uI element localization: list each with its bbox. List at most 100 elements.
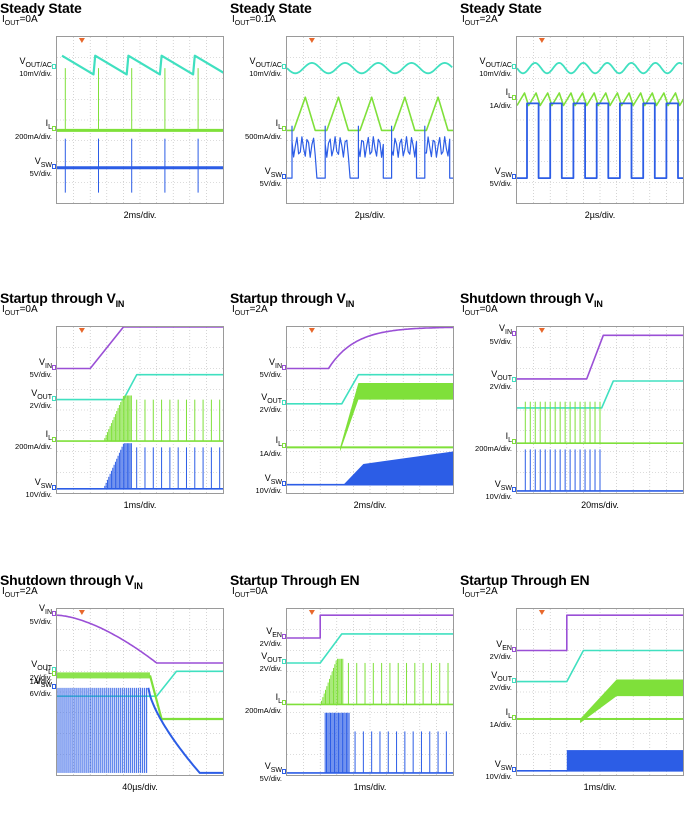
scope-screen	[286, 608, 454, 776]
trace-subscript: L	[48, 434, 52, 442]
condition-symbol: I	[232, 304, 235, 315]
vout-trace	[57, 373, 223, 401]
trace-ground-marker	[512, 95, 516, 101]
trace-name: VOUT	[460, 670, 512, 684]
trace-ground-marker	[512, 174, 516, 180]
trace-ground-marker	[52, 671, 56, 677]
trace-symbol: I	[275, 435, 279, 446]
trace-label: IL 500mA/div.	[230, 119, 282, 141]
trace-scale: 1A/div.	[259, 448, 282, 458]
scope-plot	[57, 327, 223, 493]
trace-scale: 200mA/div.	[15, 442, 52, 452]
trace-label: IL 200mA/div.	[230, 693, 282, 715]
trace-label: VOUT 2V/div.	[230, 392, 282, 415]
trace-subscript: OUT/AC	[25, 61, 52, 69]
trace-symbol: V	[494, 166, 501, 177]
panel-title: Shutdown through VIN	[0, 572, 143, 591]
trace-symbol: I	[45, 429, 49, 440]
condition-symbol: I	[462, 304, 465, 315]
trace-ground-marker	[512, 376, 516, 382]
vout-trace	[517, 380, 683, 409]
vsw-trace	[517, 102, 683, 180]
trace-label: VEN 2V/div.	[460, 639, 512, 662]
vout-trace	[287, 633, 453, 664]
trace-label: VOUT 2V/div.	[460, 369, 512, 392]
trace-scale: 6V/div.	[29, 689, 52, 699]
condition-subscript: OUT	[464, 592, 480, 599]
trace-subscript: SW	[270, 766, 282, 774]
vin-trace	[57, 327, 223, 370]
trace-name: IL	[0, 119, 52, 132]
trace-scale: 2V/div.	[489, 651, 512, 661]
trace-name: VEN	[230, 627, 282, 640]
trigger-marker	[308, 328, 315, 333]
load-condition: IOUT=0A	[2, 14, 38, 27]
panel-title: Startup through VIN	[0, 290, 124, 309]
trace-symbol: I	[505, 706, 509, 717]
trace-subscript: OUT	[497, 675, 512, 683]
trace-name: IL	[0, 664, 52, 677]
trace-name: VIN	[0, 357, 52, 371]
trace-scale: 2V/div.	[259, 664, 282, 674]
scope-panel: Startup through VIN IOUT=0A VIN 5V/div. VOUT…	[0, 290, 230, 540]
trace-label: VOUT 2V/div.	[0, 388, 52, 411]
scope-panel: Shutdown through VIN IOUT=2A VIN 5V/div. VOU…	[0, 572, 230, 822]
trace-scale: 5V/div.	[29, 169, 52, 179]
condition-value: =0A	[249, 586, 268, 597]
trace-name: VSW	[460, 759, 512, 773]
trace-subscript: EN	[272, 631, 282, 639]
condition-subscript: OUT	[464, 20, 480, 27]
trace-subscript: SW	[270, 171, 282, 179]
scope-screen	[286, 326, 454, 494]
trace-label: VSW 10V/div.	[230, 472, 282, 496]
trace-subscript: OUT/AC	[255, 61, 282, 69]
trace-scale: 10mV/div.	[479, 69, 512, 79]
panel-title: Startup through VIN	[230, 290, 354, 309]
condition-subscript: OUT	[234, 20, 250, 27]
panel-title-text: Steady State	[230, 0, 312, 16]
trace-subscript: OUT	[267, 397, 282, 405]
trace-name: VOUT	[460, 369, 512, 383]
il-ramp-band	[340, 383, 453, 452]
trace-scale: 10V/div.	[25, 490, 52, 500]
vsw-trace	[287, 125, 453, 179]
trace-scale: 1A/div.	[29, 676, 52, 686]
condition-value: =2A	[249, 304, 268, 315]
trace-scale: 5V/div.	[29, 369, 52, 379]
load-condition: IOUT=2A	[232, 304, 268, 317]
scope-panel: Steady State IOUT=0.1A VOUT/AC 10mV/div. IL 5…	[230, 0, 460, 250]
timebase-label: 2µs/div.	[584, 210, 616, 220]
trace-ground-marker	[282, 364, 286, 370]
condition-subscript: OUT	[464, 310, 480, 317]
load-condition: IOUT=2A	[462, 586, 498, 599]
trigger-marker	[78, 38, 85, 43]
trace-subscript: L	[278, 441, 282, 449]
trace-scale: 10V/div.	[255, 485, 282, 495]
trace-label: VEN 2V/div.	[230, 627, 282, 649]
trace-ground-marker	[52, 395, 56, 401]
trace-subscript: OUT	[267, 656, 282, 664]
scope-screen	[516, 36, 684, 204]
trace-symbol: V	[34, 155, 41, 166]
trigger-marker	[538, 610, 545, 615]
trace-label: IL 1A/div.	[230, 436, 282, 458]
trigger-marker	[78, 328, 85, 333]
trace-symbol: V	[264, 166, 271, 177]
condition-value: =2A	[479, 586, 498, 597]
trace-symbol: V	[264, 472, 271, 483]
trace-subscript: OUT	[497, 374, 512, 382]
panel-title-text: Startup through V	[0, 290, 116, 306]
scope-plot	[517, 327, 683, 493]
condition-value: =0A	[479, 304, 498, 315]
panel-title-text: Steady State	[460, 0, 542, 16]
trace-label: VOUT 2V/div.	[230, 650, 282, 674]
trace-ground-marker	[282, 480, 286, 486]
trigger-marker	[308, 38, 315, 43]
condition-symbol: I	[2, 14, 5, 25]
trace-symbol: V	[261, 650, 268, 661]
trace-label: IL 200mA/div.	[0, 119, 52, 141]
condition-subscript: OUT	[4, 310, 20, 317]
condition-symbol: I	[232, 586, 235, 597]
trace-name: VSW	[0, 676, 52, 690]
trace-scale: 10mV/div.	[249, 69, 282, 79]
